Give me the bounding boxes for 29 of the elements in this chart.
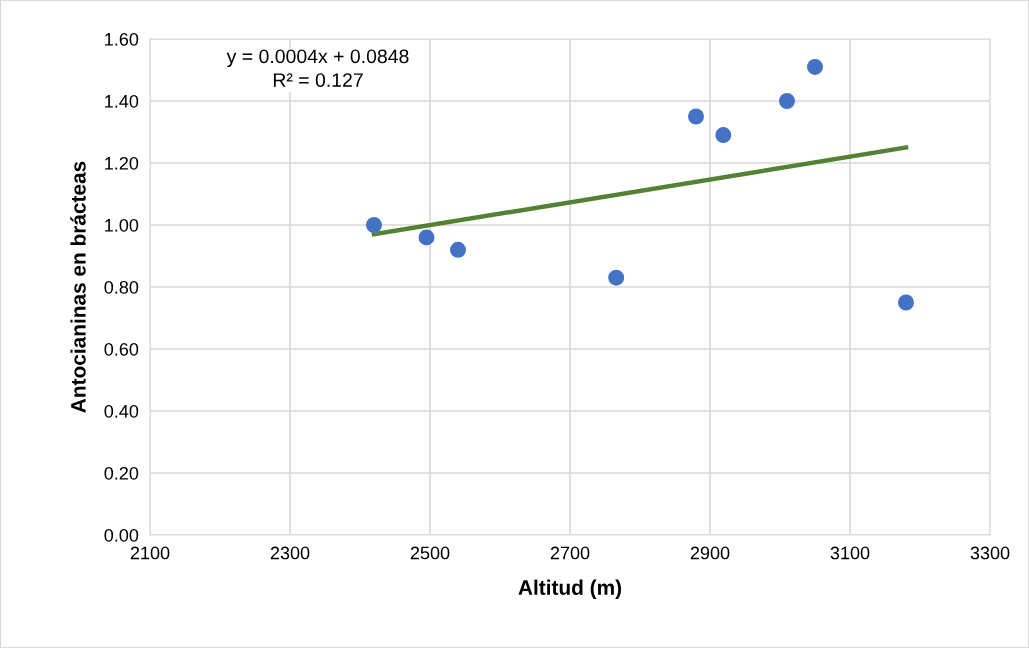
y-tick-label: 1.20 — [105, 156, 139, 170]
x-tick-label: 3300 — [970, 546, 1010, 560]
y-tick-label: 0.80 — [104, 280, 139, 294]
point — [715, 127, 732, 144]
y-tick-label: 0.40 — [104, 404, 139, 418]
point — [418, 229, 435, 246]
point — [807, 58, 823, 75]
point — [688, 108, 704, 125]
x-tick-label: 2700 — [550, 546, 590, 560]
y-tick-label: 0.60 — [104, 342, 139, 356]
x-axis-title: Altitud (m) — [518, 579, 622, 600]
x-tick-label: 2100 — [130, 546, 170, 560]
point — [779, 93, 795, 109]
point — [608, 269, 625, 286]
x-tick-label: 2300 — [270, 546, 310, 560]
x-tick-label: 2500 — [410, 546, 450, 560]
y-axis-title: Antocianinas en brácteas — [70, 161, 86, 413]
x-tick-label: 2900 — [690, 546, 730, 560]
y-tick-label: 1.00 — [105, 218, 139, 232]
annotation: y = 0.0004x + 0.0848 — [226, 49, 409, 68]
annotation: R² = 0.127 — [273, 73, 363, 87]
point — [898, 294, 914, 311]
y-tick-label: 1.60 — [105, 32, 139, 46]
y-tick-label: 0.00 — [104, 528, 139, 542]
point — [450, 241, 466, 258]
y-tick-label: 1.40 — [105, 94, 139, 108]
y-tick-label: 0.20 — [104, 466, 139, 480]
point — [366, 217, 382, 233]
x-tick-label: 3100 — [830, 546, 870, 560]
